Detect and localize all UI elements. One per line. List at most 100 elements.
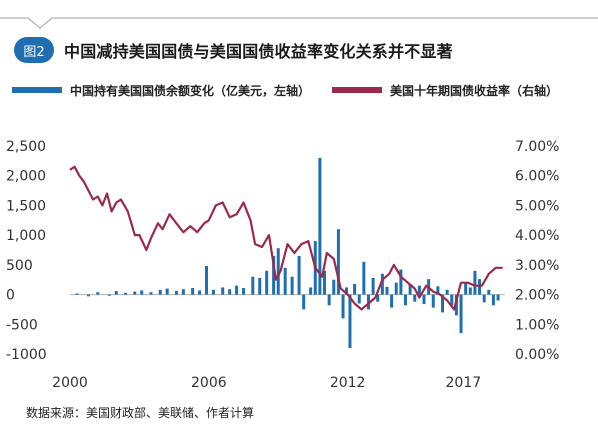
bar-holdings-change [318, 157, 322, 295]
bar-holdings-change [140, 290, 144, 295]
bar-holdings-change [87, 294, 91, 297]
bar-holdings-change [258, 277, 262, 295]
bar-holdings-change [413, 294, 417, 302]
bar-holdings-change [228, 289, 232, 295]
bar-holdings-change [417, 285, 421, 295]
bar-holdings-change [404, 294, 408, 306]
bar-holdings-change [276, 248, 280, 295]
bar-holdings-change [181, 289, 185, 295]
source-note: 数据来源：美国财政部、美联储、作者计算 [26, 406, 255, 420]
line-yield-10y [69, 165, 503, 311]
bar-holdings-change [385, 286, 389, 295]
x-axis-tick: 2006 [191, 375, 227, 391]
bar-holdings-change [251, 276, 255, 295]
bar-holdings-change [149, 292, 153, 295]
x-axis-tick: 2000 [52, 375, 88, 391]
bar-holdings-change [96, 292, 100, 295]
bar-holdings-change [491, 294, 495, 306]
legend-item-yield: 美国十年期国债收益率（右轴） [332, 82, 558, 99]
bar-holdings-change [309, 287, 313, 295]
bar-holdings-change [242, 288, 246, 295]
bar-holdings-change [302, 294, 306, 310]
left-axis-tick: 2,000 [6, 169, 46, 185]
bar-holdings-change [380, 273, 384, 295]
bar-holdings-change [211, 289, 215, 295]
bar-holdings-change [174, 291, 178, 295]
right-axis-tick: 5.00% [515, 198, 559, 214]
bar-holdings-change [353, 283, 357, 295]
bar-holdings-change [366, 294, 370, 310]
bar-holdings-change [198, 290, 202, 295]
bar-holdings-change [454, 294, 458, 316]
bar-holdings-change [445, 289, 449, 295]
bar-holdings-change [408, 283, 412, 295]
bar-holdings-change [191, 288, 195, 295]
left-axis-tick: 2,500 [6, 139, 46, 155]
right-axis-tick: 3.00% [515, 258, 559, 274]
x-axis-tick: 2012 [330, 375, 366, 391]
left-axis-tick: -1000 [6, 347, 47, 363]
bar-holdings-change [75, 293, 79, 295]
bar-holdings-change [468, 287, 472, 295]
bar-holdings-change [345, 287, 349, 295]
bar-holdings-change [362, 261, 366, 295]
bar-holdings-change [450, 294, 454, 306]
bar-holdings-change [265, 270, 269, 295]
left-axis-tick: -500 [6, 317, 38, 333]
bar-holdings-change [290, 276, 294, 295]
bar-holdings-change [221, 287, 225, 295]
bar-holdings-change [114, 291, 118, 295]
bar-holdings-change [357, 294, 361, 304]
bar-holdings-change [133, 291, 137, 295]
bar-holdings-change [283, 267, 287, 295]
bar-holdings-change [431, 294, 435, 308]
bar-holdings-change [473, 270, 477, 295]
bar-holdings-change [496, 294, 500, 301]
left-axis-tick: 1,000 [6, 228, 46, 244]
right-axis-tick: 2.00% [515, 288, 559, 304]
bar-holdings-change [332, 279, 336, 295]
figure-badge: 图2 [14, 37, 54, 63]
bar-holdings-change [297, 255, 301, 295]
bar-holdings-change [158, 289, 162, 295]
legend-item-holdings: 中国持有美国国债余额变化（亿美元，左轴） [12, 82, 310, 99]
left-axis-tick: 0 [6, 288, 15, 304]
x-axis-tick: 2017 [446, 375, 482, 391]
top-decoration [0, 17, 598, 29]
bar-holdings-change [487, 289, 491, 295]
legend-swatch-yield [332, 87, 383, 93]
bar-holdings-change [482, 294, 486, 303]
bar-holdings-change [464, 282, 468, 295]
bar-holdings-change [107, 294, 111, 296]
bar-holdings-change [165, 288, 169, 295]
bar-holdings-change [341, 294, 345, 319]
chart-title: 中国减持美国国债与美国国债收益率变化关系并不显著 [64, 42, 453, 61]
bar-holdings-change [459, 294, 463, 334]
right-axis-tick: 1.00% [515, 317, 559, 333]
title-row: 图2 中国减持美国国债与美国国债收益率变化关系并不显著 [14, 36, 453, 64]
bar-holdings-change [327, 294, 331, 306]
chart: 2,500 2,000 1,500 1,000 500 0 -500 -1000 7.00% 6.… [6, 139, 559, 391]
left-axis-tick: 500 [6, 258, 33, 274]
bar-holdings-change [436, 286, 440, 295]
bar-holdings-change [390, 294, 394, 308]
bar-holdings-change [399, 269, 403, 295]
bar-holdings-change [336, 229, 340, 295]
legend-swatch-holdings [12, 87, 62, 93]
bar-holdings-change [376, 294, 380, 302]
bar-holdings-change [124, 292, 128, 295]
bar-holdings-change [323, 270, 327, 295]
legend: 中国持有美国国债余额变化（亿美元，左轴） 美国十年期国债收益率（右轴） [12, 80, 592, 100]
bar-holdings-change [348, 294, 352, 349]
right-axis-tick: 0.00% [515, 347, 559, 363]
legend-label-holdings: 中国持有美国国债余额变化（亿美元，左轴） [70, 83, 311, 98]
right-axis-tick: 7.00% [515, 139, 559, 155]
right-axis-tick: 4.00% [515, 228, 559, 244]
bar-holdings-change [272, 255, 276, 295]
bar-holdings-change [371, 277, 375, 295]
bar-holdings-change [205, 266, 209, 295]
bar-holdings-change [394, 282, 398, 295]
bar-holdings-change [478, 279, 482, 295]
right-axis-tick: 6.00% [515, 169, 559, 185]
bar-holdings-change [235, 285, 239, 295]
